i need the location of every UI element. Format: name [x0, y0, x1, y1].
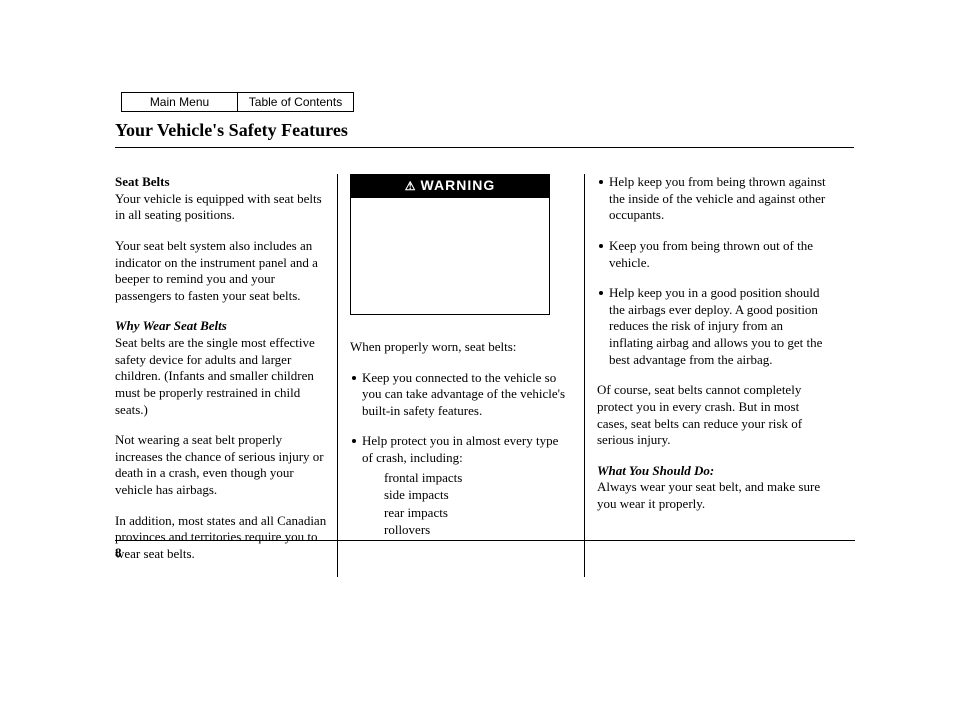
- column-3: Help keep you from being thrown against …: [585, 174, 827, 577]
- warning-header: ⚠ WARNING: [351, 175, 549, 198]
- col1-p4: Not wearing a seat belt properly increas…: [115, 432, 327, 499]
- col3-p1: Of course, seat belts cannot completely …: [597, 382, 827, 449]
- crash-frontal: frontal impacts: [384, 469, 572, 487]
- page-number: 8: [115, 540, 855, 561]
- bullet-thrown-inside: Help keep you from being thrown against …: [597, 174, 827, 224]
- col2-intro: When properly worn, seat belts:: [350, 339, 572, 356]
- col3-p2: Always wear your seat belt, and make sur…: [597, 479, 820, 511]
- bullet-thrown-out: Keep you from being thrown out of the ve…: [597, 238, 827, 271]
- crash-side: side impacts: [384, 486, 572, 504]
- bullet-help-protect: Help protect you in almost every type of…: [350, 433, 572, 538]
- col1-p2: Your seat belt system also includes an i…: [115, 238, 327, 305]
- warning-triangle-icon: ⚠: [405, 180, 417, 192]
- content-columns: Seat Belts Your vehicle is equipped with…: [115, 174, 854, 577]
- column-1: Seat Belts Your vehicle is equipped with…: [115, 174, 337, 577]
- nav-bar: Main Menu Table of Contents: [121, 92, 854, 112]
- col1-p1: Your vehicle is equipped with seat belts…: [115, 191, 322, 223]
- warning-box: ⚠ WARNING: [350, 174, 550, 315]
- seat-belts-heading: Seat Belts: [115, 174, 170, 189]
- col1-p3: Seat belts are the single most effective…: [115, 335, 315, 417]
- what-you-should-do-heading: What You Should Do:: [597, 463, 714, 478]
- title-rule: [115, 147, 854, 148]
- bullet-keep-connected: Keep you connected to the vehicle so you…: [350, 370, 572, 420]
- why-wear-heading: Why Wear Seat Belts: [115, 318, 227, 333]
- crash-rollover: rollovers: [384, 521, 572, 539]
- warning-body: [351, 198, 549, 314]
- bullet-help-protect-text: Help protect you in almost every type of…: [362, 433, 558, 465]
- col3-bullets: Help keep you from being thrown against …: [597, 174, 827, 368]
- main-menu-button[interactable]: Main Menu: [121, 92, 238, 112]
- page-title: Your Vehicle's Safety Features: [115, 120, 854, 141]
- table-of-contents-button[interactable]: Table of Contents: [238, 92, 354, 112]
- column-2: ⚠ WARNING When properly worn, seat belts…: [337, 174, 585, 577]
- col2-bullets: Keep you connected to the vehicle so you…: [350, 370, 572, 539]
- bullet-good-position: Help keep you in a good position should …: [597, 285, 827, 368]
- crash-rear: rear impacts: [384, 504, 572, 522]
- crash-types-list: frontal impacts side impacts rear impact…: [384, 469, 572, 539]
- warning-label: WARNING: [421, 177, 496, 195]
